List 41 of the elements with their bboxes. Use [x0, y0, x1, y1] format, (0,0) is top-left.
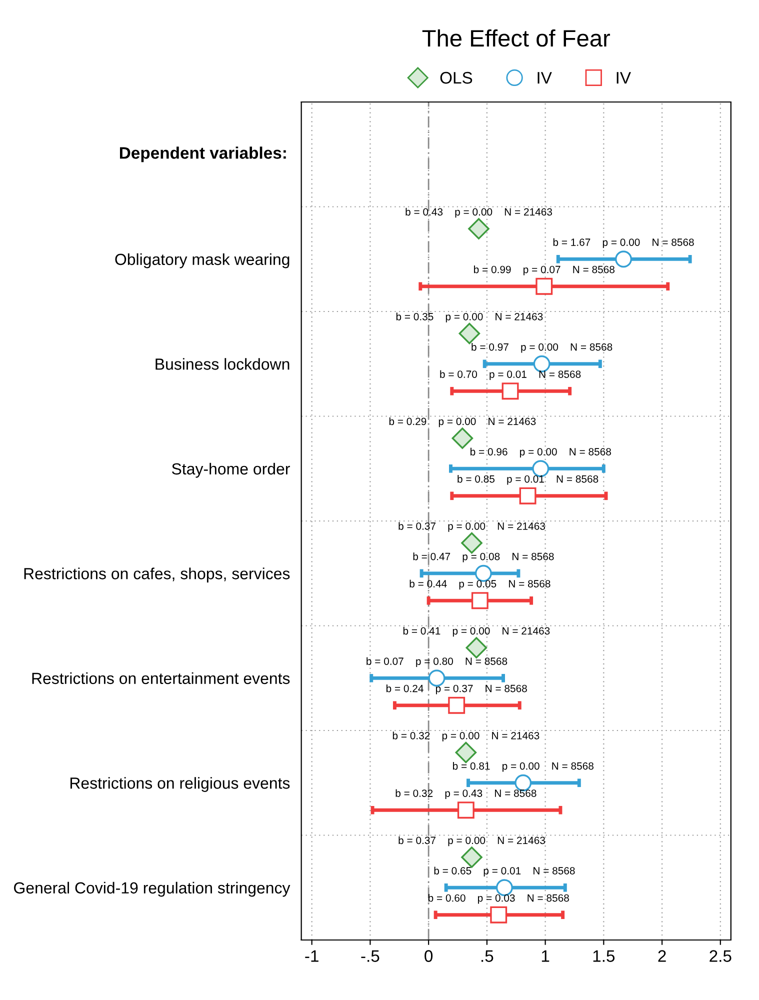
- x-tick-label: -.5: [361, 950, 380, 962]
- data-label: b = 0.24 p = 0.37 N = 8568: [386, 684, 527, 694]
- x-tick-label: .5: [482, 950, 494, 962]
- data-label: b = 0.44 p = 0.05 N = 8568: [410, 580, 550, 590]
- y-tick-label: Obligatory mask wearing: [115, 253, 290, 268]
- x-tick-label: 2: [658, 950, 666, 962]
- x-tick-label: -1: [305, 950, 318, 962]
- y-tick-label: General Covid-19 regulation stringency: [14, 882, 290, 897]
- data-label: b = 0.99 p = 0.07 N = 8568: [474, 266, 614, 276]
- legend-label: OLS: [440, 72, 472, 84]
- data-label: b = 1.67 p = 0.00 N = 8568: [553, 238, 694, 248]
- chart-title: The Effect of Fear: [422, 29, 610, 47]
- data-label: b = 0.32 p = 0.43 N = 8568: [396, 789, 536, 799]
- legend-label: IV: [616, 72, 631, 84]
- data-label: b = 0.35 p = 0.00 N = 21463: [396, 312, 543, 322]
- data-label: b = 0.43 p = 0.00 N = 21463: [406, 208, 552, 218]
- x-tick-label: 0: [424, 950, 433, 962]
- data-label: b = 0.07 p = 0.80 N = 8568: [366, 657, 508, 668]
- x-tick-label: 1.5: [593, 950, 615, 962]
- legend-label: IV: [538, 72, 552, 84]
- y-tick-label: Business lockdown: [156, 358, 290, 370]
- data-label: b = 0.60 p = 0.03 N = 8568: [428, 894, 569, 904]
- data-label: b = 0.37 p = 0.00 N = 21463: [398, 522, 545, 532]
- data-label: b = 0.65 p = 0.01 N = 8568: [434, 866, 575, 877]
- data-label: b = 0.29 p = 0.00 N = 21463: [389, 417, 536, 428]
- y-tick-label: Stay-home order: [172, 462, 290, 478]
- data-label: b = 0.97 p = 0.00 N = 8568: [472, 343, 612, 353]
- y-tick-label: Restrictions on entertainment events: [32, 672, 290, 684]
- y-tick-label: Restrictions on religious events: [70, 777, 290, 792]
- data-label: b = 0.70 p = 0.01 N = 8568: [440, 370, 581, 380]
- data-label: b = 0.85 p = 0.01 N = 8568: [458, 475, 598, 485]
- x-tick-label: 2.5: [710, 950, 732, 962]
- y-tick-label: Restrictions on cafes, shops, services: [24, 568, 290, 582]
- x-tick-label: 1: [542, 950, 550, 962]
- data-label: b = 0.37 p = 0.00 N = 21463: [398, 836, 545, 846]
- data-label: b = 0.47 p = 0.08 N = 8568: [413, 552, 554, 562]
- text: Dependent variables:: [120, 146, 286, 162]
- data-label: b = 0.96 p = 0.00 N = 8568: [470, 448, 611, 458]
- data-label: b = 0.81 p = 0.00 N = 8568: [453, 762, 594, 772]
- data-label: b = 0.32 p = 0.00 N = 21463: [392, 732, 540, 742]
- data-label: b = 0.41 p = 0.00 N = 21463: [403, 626, 550, 637]
